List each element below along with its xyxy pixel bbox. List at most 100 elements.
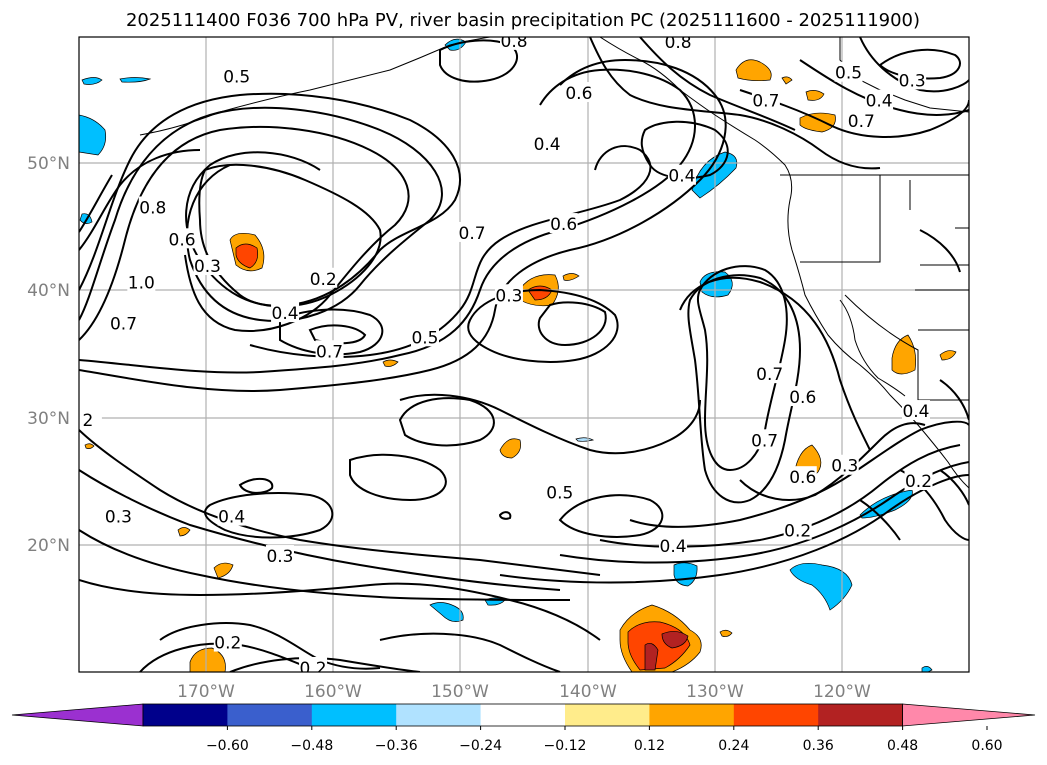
contour-label-bg [265, 545, 294, 566]
colorbar-segment [818, 704, 904, 726]
colorbar-tick-label: 0.24 [718, 738, 749, 754]
contour-label-bg [659, 534, 688, 555]
contour-label: 0.3 [266, 547, 293, 567]
contour-label: 0.7 [756, 365, 783, 385]
contour-label: 0.7 [848, 112, 875, 132]
colorbar-tick-label: −0.36 [375, 738, 418, 754]
contour-label-bg [788, 466, 817, 487]
contour-label-bg [213, 631, 242, 652]
lat-label-50n: 50°N [27, 154, 70, 174]
contour-label: 0.4 [902, 402, 929, 422]
contour-label: 0.7 [752, 92, 779, 112]
contour-label: 0.8 [139, 199, 166, 219]
contour-label-bg [109, 312, 138, 333]
contour-label-bg [458, 221, 487, 242]
lon-label-140w: 140°W [559, 682, 617, 702]
contour-label: 0.4 [218, 508, 245, 528]
contour-label-bg [309, 267, 338, 288]
contour-label: 0.6 [789, 468, 816, 488]
contour-label: 0.6 [169, 230, 196, 250]
contour-label: 0.6 [789, 388, 816, 408]
contour-label-bg [847, 110, 876, 131]
colorbar-tick-label: 0.12 [634, 738, 665, 754]
contour-label: 0.4 [866, 92, 893, 112]
contour-label-bg [901, 400, 930, 421]
contour-label: 0.5 [546, 483, 573, 503]
lat-label-40n: 40°N [27, 281, 70, 301]
contour-label: 0.4 [660, 537, 687, 557]
contour-label-bg [500, 37, 529, 50]
contour-label-bg [834, 61, 863, 82]
contour-labels: 0.8 0.80.50.6 0.70.50.40.30.70.40.40.80.60… [79, 32, 933, 679]
contour-label: 0.3 [105, 508, 132, 528]
contour-label-bg [545, 481, 574, 502]
contour-label: 1.0 [128, 274, 155, 294]
contour-label-bg [104, 505, 133, 526]
contour-label-bg [533, 132, 562, 153]
contour-label-bg [193, 255, 222, 276]
contour-label: 0.7 [110, 314, 137, 334]
lon-label-160w: 160°W [304, 682, 362, 702]
contour-label: 0.3 [194, 257, 221, 277]
contour-label-bg [299, 656, 328, 672]
contour-label-bg [549, 213, 578, 234]
map-frame [78, 36, 970, 673]
contour-label-bg [755, 363, 784, 384]
contour-label-bg [222, 65, 251, 86]
contour-label-bg [271, 302, 300, 323]
contour-label-bg [865, 89, 894, 110]
colorbar-tick-label: −0.24 [459, 738, 502, 754]
lon-label-120w: 120°W [813, 682, 871, 702]
colorbar-segment [649, 704, 735, 726]
lon-label-150w: 150°W [431, 682, 489, 702]
colorbar-extend-high [902, 703, 1036, 727]
contour-label: 0.8 [501, 32, 528, 52]
contour-label: 0.3 [831, 457, 858, 477]
colorbar: −0.60 −0.48 −0.36 −0.24 −0.12 0.12 0.24 0.36 0.4… [11, 703, 1036, 754]
contour-label: 0.7 [751, 431, 778, 451]
contour-label-bg [564, 82, 593, 103]
contour-label-bg [898, 69, 927, 90]
colorbar-frame [142, 703, 903, 727]
colorbar-segment [311, 704, 397, 726]
map-area: 0.8 0.80.50.6 0.70.50.40.30.70.40.40.80.60… [79, 32, 969, 679]
colorbar-tick-label: −0.48 [290, 738, 333, 754]
contour-label-bg [750, 429, 779, 450]
lon-label-170w: 170°W [177, 682, 235, 702]
contour-label: 0.5 [411, 328, 438, 348]
contour-label-bg [217, 505, 246, 526]
contour-label: 0.5 [223, 68, 250, 88]
contour-label-bg [494, 284, 523, 305]
contour-label: 0.4 [534, 135, 561, 155]
contour-label: 0.7 [459, 224, 486, 244]
colorbar-segment [396, 704, 482, 726]
contour-label-bg [667, 164, 696, 185]
contour-label-bg [79, 408, 102, 429]
colorbar-tick-label: 0.36 [803, 738, 834, 754]
contour-label: 0.7 [316, 342, 343, 362]
contour-label: 2 [82, 411, 93, 431]
contour-label: 0.4 [272, 304, 299, 324]
contour-label: 0.3 [899, 71, 926, 91]
contour-label: 0.3 [495, 286, 522, 306]
colorbar-segment [227, 704, 313, 726]
lat-label-20n: 20°N [27, 536, 70, 556]
contour-label-bg [410, 326, 439, 347]
contour-label: 0.6 [550, 215, 577, 235]
gridlines [79, 37, 969, 672]
contour-label: 0.2 [905, 472, 932, 492]
contour-label-bg [168, 228, 197, 249]
contour-label-bg [830, 454, 859, 475]
colorbar-segment [565, 704, 650, 726]
contour-label: 0.2 [300, 659, 327, 679]
colorbar-segment [480, 704, 566, 726]
contour-label-bg [783, 519, 812, 540]
colorbar-tick-label: 0.48 [887, 738, 918, 754]
longitude-axis: 170°W 160°W 150°W 140°W 130°W 120°W [177, 682, 871, 702]
contour-label: 0.2 [784, 522, 811, 542]
colorbar-segment [143, 704, 228, 726]
lat-label-30n: 30°N [27, 409, 70, 429]
colorbar-tick-label: −0.12 [544, 738, 587, 754]
lon-label-130w: 130°W [686, 682, 744, 702]
